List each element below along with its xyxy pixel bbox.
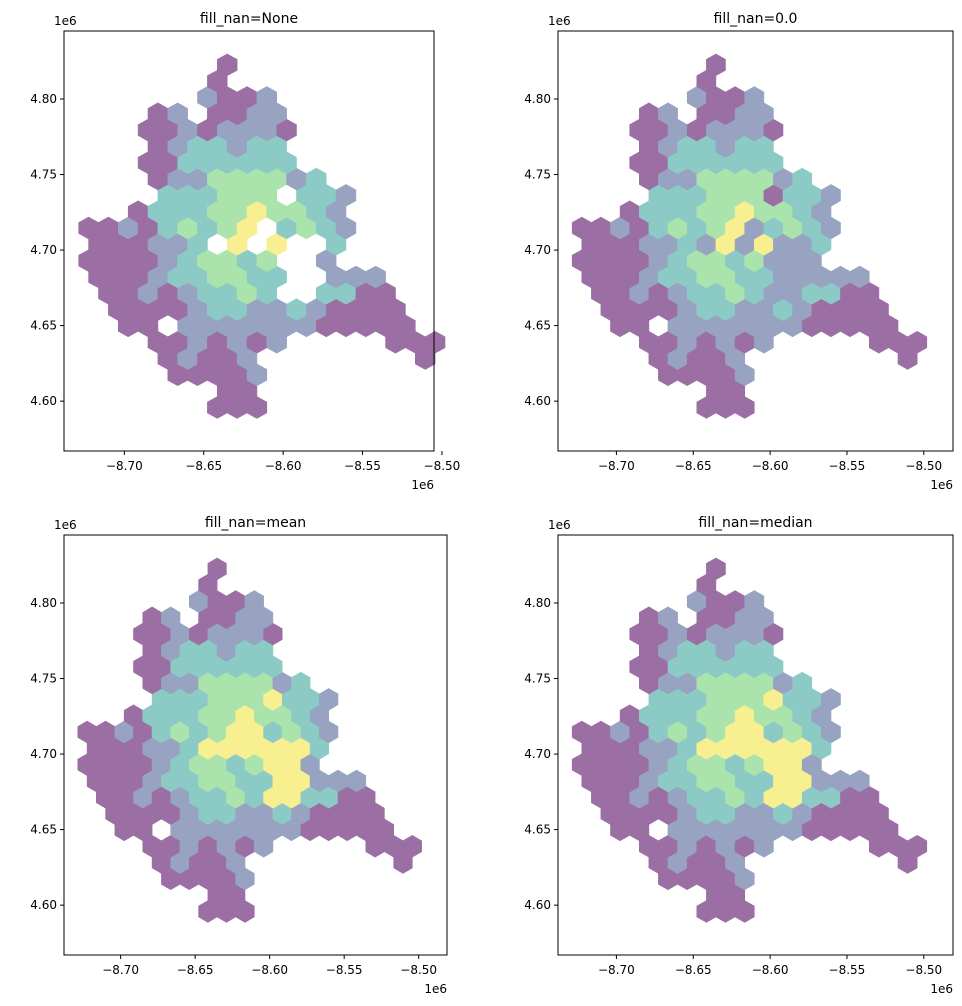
- hexbin-cells: [571, 53, 928, 419]
- axes-frame: [63, 534, 448, 956]
- y-offset-label: 1e6: [54, 518, 77, 532]
- x-tick-label: −8.50: [905, 963, 942, 977]
- hex-cell: [217, 53, 238, 77]
- hex-cell: [658, 606, 678, 630]
- x-tick-label: −8.55: [326, 963, 363, 977]
- hex-cell: [346, 769, 367, 793]
- hex-cell: [658, 102, 678, 126]
- x-tick-label: −8.55: [829, 459, 866, 473]
- y-tick-label: 4.70: [524, 243, 551, 257]
- y-tick-label: 4.65: [30, 319, 57, 333]
- x-tick-label: −8.60: [251, 963, 288, 977]
- hex-cell: [849, 265, 870, 289]
- hex-cell: [849, 769, 870, 793]
- x-tick-label: −8.70: [598, 459, 635, 473]
- hex-cell: [244, 590, 264, 613]
- hex-cell: [402, 834, 422, 858]
- hex-cell: [792, 167, 813, 191]
- panel-4: fill_nan=median −8.70 −8.65 −8.60 −8.55 −8.50…: [524, 515, 954, 996]
- axes-frame: [557, 534, 954, 956]
- x-tick-label: −8.50: [905, 459, 942, 473]
- y-tick-label: 4.80: [524, 596, 551, 610]
- x-offset-label: 1e6: [411, 478, 434, 492]
- y-tick-label: 4.60: [30, 394, 57, 408]
- x-offset-label: 1e6: [930, 478, 953, 492]
- y-tick-label: 4.65: [524, 319, 551, 333]
- hex-cell: [256, 86, 278, 109]
- y-tick-label: 4.75: [524, 168, 551, 182]
- hex-cell: [792, 671, 813, 695]
- hexbin-cells: [77, 557, 422, 923]
- hexbin-cells: [78, 53, 446, 419]
- x-offset-label: 1e6: [424, 982, 447, 996]
- y-tick-label: 4.80: [524, 92, 551, 106]
- x-tick-label: −8.65: [675, 963, 712, 977]
- y-tick-label: 4.65: [30, 823, 57, 837]
- hex-cell: [424, 330, 446, 354]
- x-tick-label: −8.70: [598, 963, 635, 977]
- hex-cell: [907, 330, 928, 354]
- y-tick-label: 4.75: [524, 672, 551, 686]
- y-offset-label: 1e6: [548, 14, 571, 28]
- y-tick-label: 4.80: [30, 92, 57, 106]
- y-tick-label: 4.60: [30, 898, 57, 912]
- y-offset-label: 1e6: [54, 14, 77, 28]
- plot-title: fill_nan=mean: [205, 515, 306, 531]
- x-tick-label: −8.55: [344, 459, 381, 473]
- x-tick-label: −8.60: [265, 459, 302, 473]
- hex-cell: [291, 671, 311, 695]
- hex-cell: [167, 102, 188, 126]
- panel-2: fill_nan=0.0 −8.70 −8.65 −8.60 −8.55 −8.50 4.6…: [524, 11, 954, 492]
- hex-cell: [161, 606, 181, 630]
- axes-frame: [557, 30, 954, 452]
- x-tick-label: −8.70: [106, 459, 143, 473]
- hex-cell: [821, 688, 841, 711]
- x-tick-label: −8.50: [424, 459, 461, 473]
- x-tick-label: −8.65: [185, 459, 222, 473]
- y-tick-label: 4.70: [524, 747, 551, 761]
- hex-cell: [319, 688, 339, 711]
- plot-title: fill_nan=0.0: [714, 11, 798, 27]
- x-offset-label: 1e6: [930, 982, 953, 996]
- panel-1: fill_nan=None −8.70 −8.65 −8.60 −8.55 −8.50 4.…: [30, 11, 460, 492]
- x-tick-label: −8.60: [752, 963, 789, 977]
- hexbin-cells: [571, 557, 928, 923]
- plot-title: fill_nan=median: [698, 515, 812, 531]
- x-tick-label: −8.65: [177, 963, 214, 977]
- y-tick-label: 4.60: [524, 898, 551, 912]
- hex-cell: [744, 590, 765, 613]
- x-tick-label: −8.70: [102, 963, 139, 977]
- y-tick-label: 4.65: [524, 823, 551, 837]
- y-tick-label: 4.70: [30, 747, 57, 761]
- x-tick-label: −8.50: [400, 963, 437, 977]
- hex-cell: [744, 86, 765, 109]
- x-tick-label: −8.60: [752, 459, 789, 473]
- hex-cell: [907, 834, 928, 858]
- hex-cell: [207, 557, 227, 581]
- x-tick-label: −8.65: [675, 459, 712, 473]
- hex-cell: [706, 557, 726, 581]
- y-tick-label: 4.80: [30, 596, 57, 610]
- hex-cell: [821, 184, 841, 207]
- hex-cell: [365, 265, 386, 289]
- panel-3: fill_nan=mean −8.70 −8.65 −8.60 −8.55 −8.50 4.…: [30, 515, 448, 996]
- y-offset-label: 1e6: [548, 518, 571, 532]
- y-tick-label: 4.60: [524, 394, 551, 408]
- x-tick-label: −8.55: [829, 963, 866, 977]
- hex-cell: [306, 167, 327, 191]
- plot-title: fill_nan=None: [200, 11, 298, 27]
- y-tick-label: 4.75: [30, 672, 57, 686]
- axes-frame: [63, 30, 435, 452]
- hex-cell: [335, 184, 357, 207]
- y-tick-label: 4.70: [30, 243, 57, 257]
- y-tick-label: 4.75: [30, 168, 57, 182]
- hex-cell: [706, 53, 726, 77]
